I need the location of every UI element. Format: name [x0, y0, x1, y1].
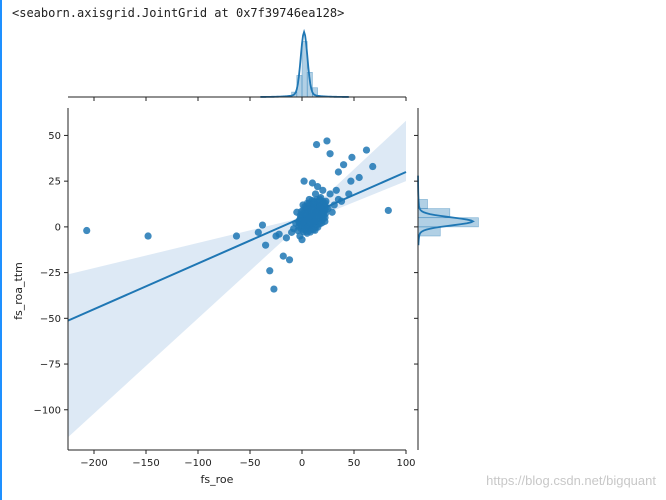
scatter-point — [258, 221, 267, 229]
y-tick-label: 0 — [55, 222, 61, 233]
left-accent-rule — [0, 0, 2, 500]
scatter-point — [83, 226, 91, 235]
scatter-point — [348, 153, 356, 161]
scatter-point — [298, 236, 306, 244]
scatter-point — [334, 168, 342, 176]
y-tick-label: −100 — [34, 405, 61, 416]
scatter-point — [326, 190, 334, 198]
x-tick-label: 100 — [396, 458, 415, 469]
scatter-point — [266, 267, 274, 275]
y-tick-label: −75 — [40, 360, 61, 371]
scatter-point — [285, 256, 294, 264]
y-axis-label: fs_roa_ttm — [12, 262, 25, 320]
x-axis-label: fs_roe — [201, 473, 234, 486]
scatter-point — [279, 252, 287, 260]
scatter-point — [347, 177, 355, 185]
x-tick-label: 50 — [348, 458, 361, 469]
y-tick-label: −50 — [40, 314, 61, 325]
scatter-point — [322, 197, 330, 205]
scatter-point — [369, 162, 377, 171]
y-tick-label: 50 — [48, 131, 61, 142]
scatter-point — [311, 190, 320, 198]
scatter-point — [340, 161, 348, 169]
y-tick-label: −25 — [40, 268, 61, 279]
scatter-point — [328, 208, 336, 216]
x-tick-label: 0 — [299, 458, 305, 469]
scatter-point — [232, 232, 241, 240]
scatter-point — [330, 201, 338, 209]
cluster-point — [311, 227, 319, 234]
scatter-point — [337, 197, 346, 205]
scatter-point — [302, 225, 310, 233]
y-tick-label: 25 — [48, 177, 61, 188]
scatter-point — [300, 177, 308, 185]
scatter-point — [314, 183, 322, 191]
scatter-point — [294, 226, 302, 235]
scatter-point — [309, 199, 318, 207]
scatter-point — [332, 186, 340, 194]
confidence-band — [68, 120, 406, 438]
scatter-point — [326, 150, 334, 158]
scatter-point — [144, 232, 152, 240]
scatter-point — [308, 179, 316, 187]
scatter-point — [275, 230, 283, 238]
regression-line — [67, 171, 407, 322]
scatter-point — [262, 241, 270, 249]
x-tick-label: −200 — [80, 458, 107, 469]
scatter-point — [345, 190, 353, 198]
scatter-point — [254, 228, 262, 236]
scatter-point — [323, 137, 331, 145]
scatter-point — [355, 173, 363, 182]
x-tick-label: −150 — [132, 458, 159, 469]
x-tick-label: −100 — [184, 458, 211, 469]
scatter-point — [282, 234, 290, 242]
output-repr-text: <seaborn.axisgrid.JointGrid at 0x7f39746… — [12, 6, 345, 20]
scatter-point — [321, 217, 329, 225]
scatter-point — [384, 206, 392, 215]
scatter-point — [270, 285, 278, 293]
scatter-point — [293, 208, 301, 216]
scatter-point — [362, 146, 371, 154]
watermark: https://blog.csdn.net/bigquant — [486, 473, 656, 488]
scatter-point — [317, 194, 325, 202]
scatter-point — [312, 140, 321, 149]
x-tick-label: −50 — [239, 458, 260, 469]
scatter-point — [301, 210, 309, 218]
scatter-point — [319, 186, 327, 194]
